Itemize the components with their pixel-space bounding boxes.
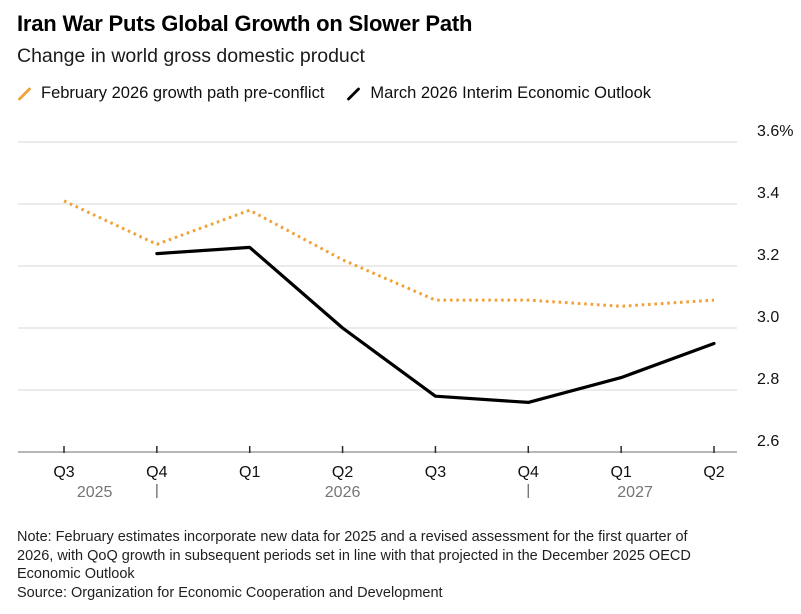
- year-label: 2027: [617, 484, 653, 501]
- note-line: 2026, with QoQ growth in subsequent peri…: [17, 547, 691, 564]
- y-axis-label: 2.6: [757, 433, 779, 450]
- page-title: Iran War Puts Global Growth on Slower Pa…: [17, 11, 473, 36]
- legend-item-february-2026: February 2026 growth path pre-conflict: [17, 84, 324, 103]
- y-axis-label: 3.0: [757, 309, 779, 326]
- series-line-february-2026: [63, 199, 715, 308]
- y-axis-label: 3.2: [757, 247, 779, 264]
- x-tick-label: Q4: [146, 464, 167, 481]
- note-line: Economic Outlook: [17, 566, 135, 583]
- source-line: Source: Organization for Economic Cooper…: [17, 584, 443, 601]
- year-label: 2026: [325, 484, 361, 501]
- x-tick-label: Q1: [239, 464, 260, 481]
- y-axis-label: 3.4: [757, 185, 779, 202]
- y-axis-label: 3.6%: [757, 123, 793, 140]
- x-tick-label: Q4: [518, 464, 539, 481]
- x-tick-label: Q3: [53, 464, 74, 481]
- chart-footnote: Note: February estimates incorporate new…: [17, 528, 691, 602]
- black-slash-icon: [347, 87, 361, 100]
- x-tick-label: Q1: [610, 464, 631, 481]
- x-tick-label: Q2: [703, 464, 724, 481]
- year-label: 2025: [77, 484, 113, 501]
- legend-label: February 2026 growth path pre-conflict: [41, 84, 325, 102]
- note-line: Note: February estimates incorporate new…: [17, 529, 688, 545]
- legend-label: March 2026 Interim Economic Outlook: [370, 84, 652, 102]
- orange-slash-icon: [18, 87, 31, 100]
- x-tick-label: Q3: [425, 464, 446, 481]
- chart-subtitle: Change in world gross domestic product: [17, 45, 365, 67]
- y-axis-label: 2.8: [757, 371, 779, 388]
- chart-legend: February 2026 growth path pre-conflict M…: [17, 84, 651, 103]
- x-tick-label: Q2: [332, 464, 353, 481]
- legend-item-march-2026: March 2026 Interim Economic Outlook: [346, 84, 651, 103]
- series-line-march-2026: [155, 245, 716, 404]
